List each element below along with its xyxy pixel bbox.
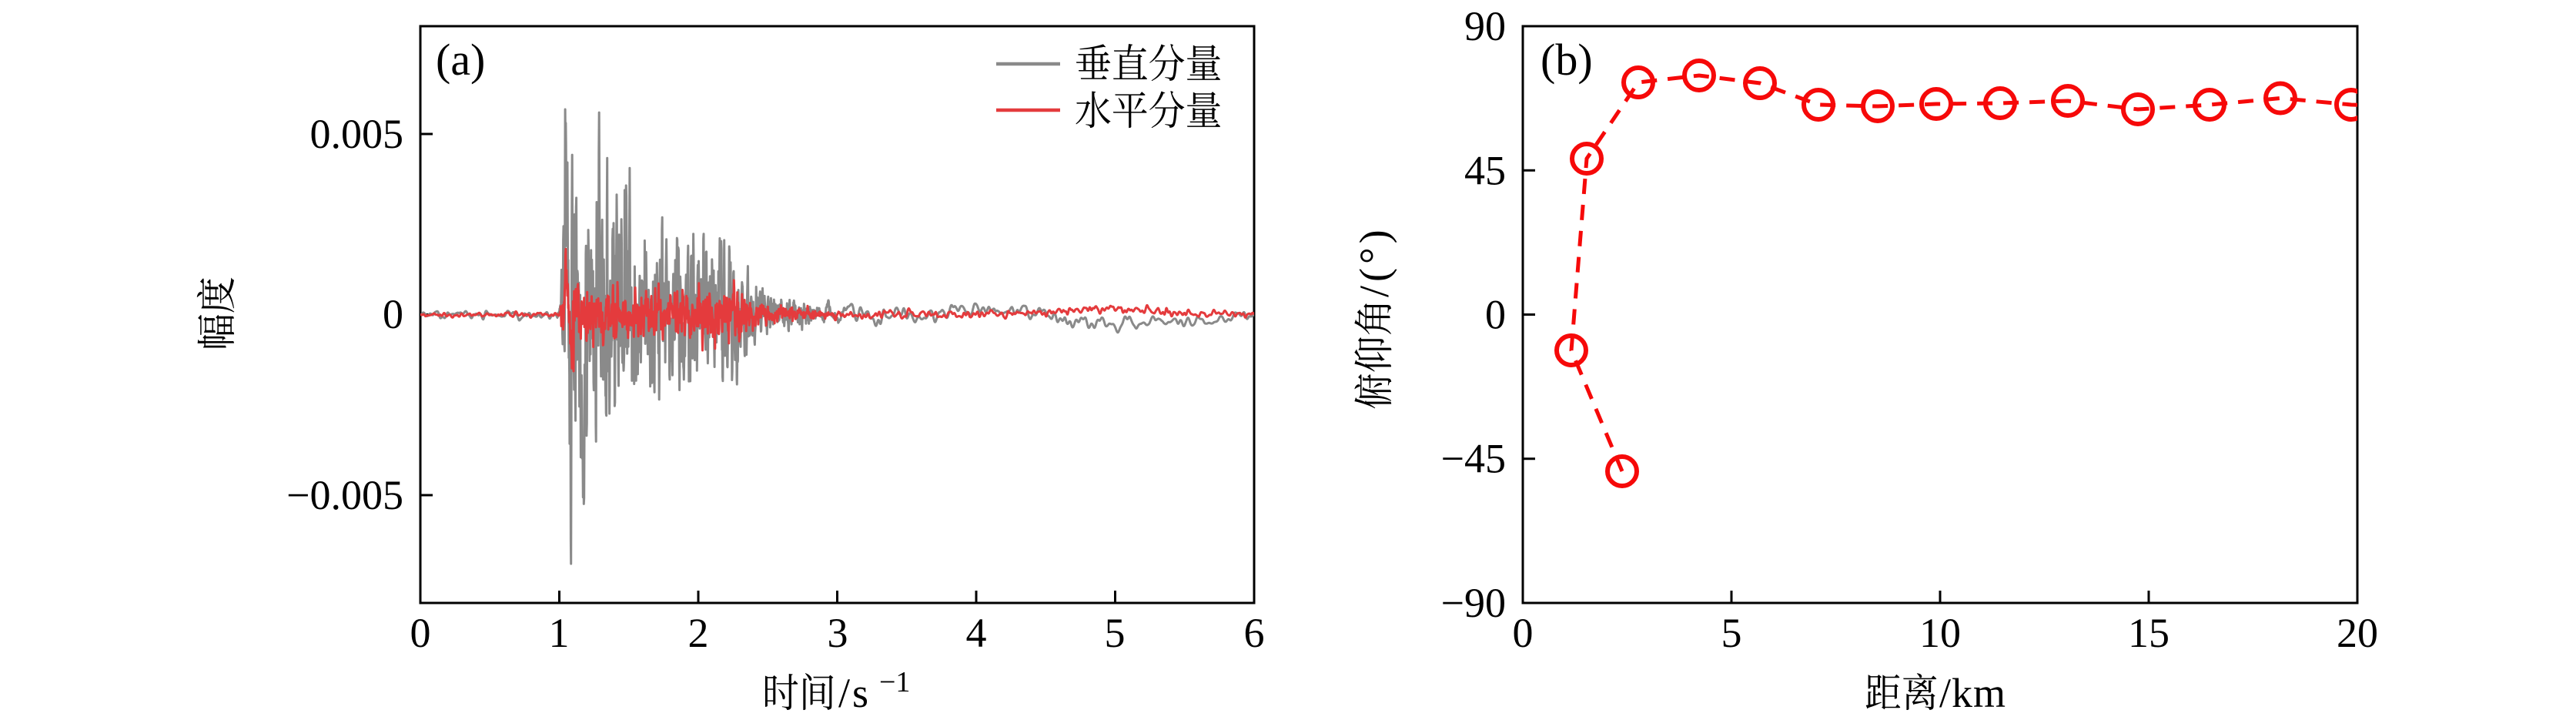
svg-text:/(°): /(°) bbox=[1351, 226, 1397, 297]
svg-text:(a): (a) bbox=[436, 35, 485, 85]
svg-text:90: 90 bbox=[1464, 3, 1506, 49]
svg-text:6: 6 bbox=[1244, 610, 1265, 656]
svg-text:−45: −45 bbox=[1441, 436, 1506, 482]
svg-text:5: 5 bbox=[1721, 610, 1742, 656]
svg-text:/km: /km bbox=[1939, 670, 2006, 716]
svg-text:20: 20 bbox=[2337, 610, 2378, 656]
svg-text:0: 0 bbox=[383, 291, 403, 337]
svg-text:0: 0 bbox=[410, 610, 431, 656]
svg-text:0.005: 0.005 bbox=[310, 111, 404, 157]
svg-text:0: 0 bbox=[1513, 610, 1534, 656]
svg-text:4: 4 bbox=[966, 610, 987, 656]
svg-text:45: 45 bbox=[1464, 147, 1506, 193]
svg-text:/s: /s bbox=[838, 670, 871, 716]
svg-text:(b): (b) bbox=[1541, 35, 1593, 85]
svg-text:2: 2 bbox=[688, 610, 709, 656]
svg-text:3: 3 bbox=[828, 610, 848, 656]
svg-text:1: 1 bbox=[549, 610, 570, 656]
svg-text:−90: −90 bbox=[1441, 580, 1506, 626]
svg-text:10: 10 bbox=[1919, 610, 1961, 656]
svg-text:−0.005: −0.005 bbox=[286, 472, 403, 518]
svg-text:15: 15 bbox=[2128, 610, 2170, 656]
svg-text:0: 0 bbox=[1485, 292, 1506, 338]
svg-text:−1: −1 bbox=[879, 666, 910, 698]
svg-text:5: 5 bbox=[1105, 610, 1126, 656]
